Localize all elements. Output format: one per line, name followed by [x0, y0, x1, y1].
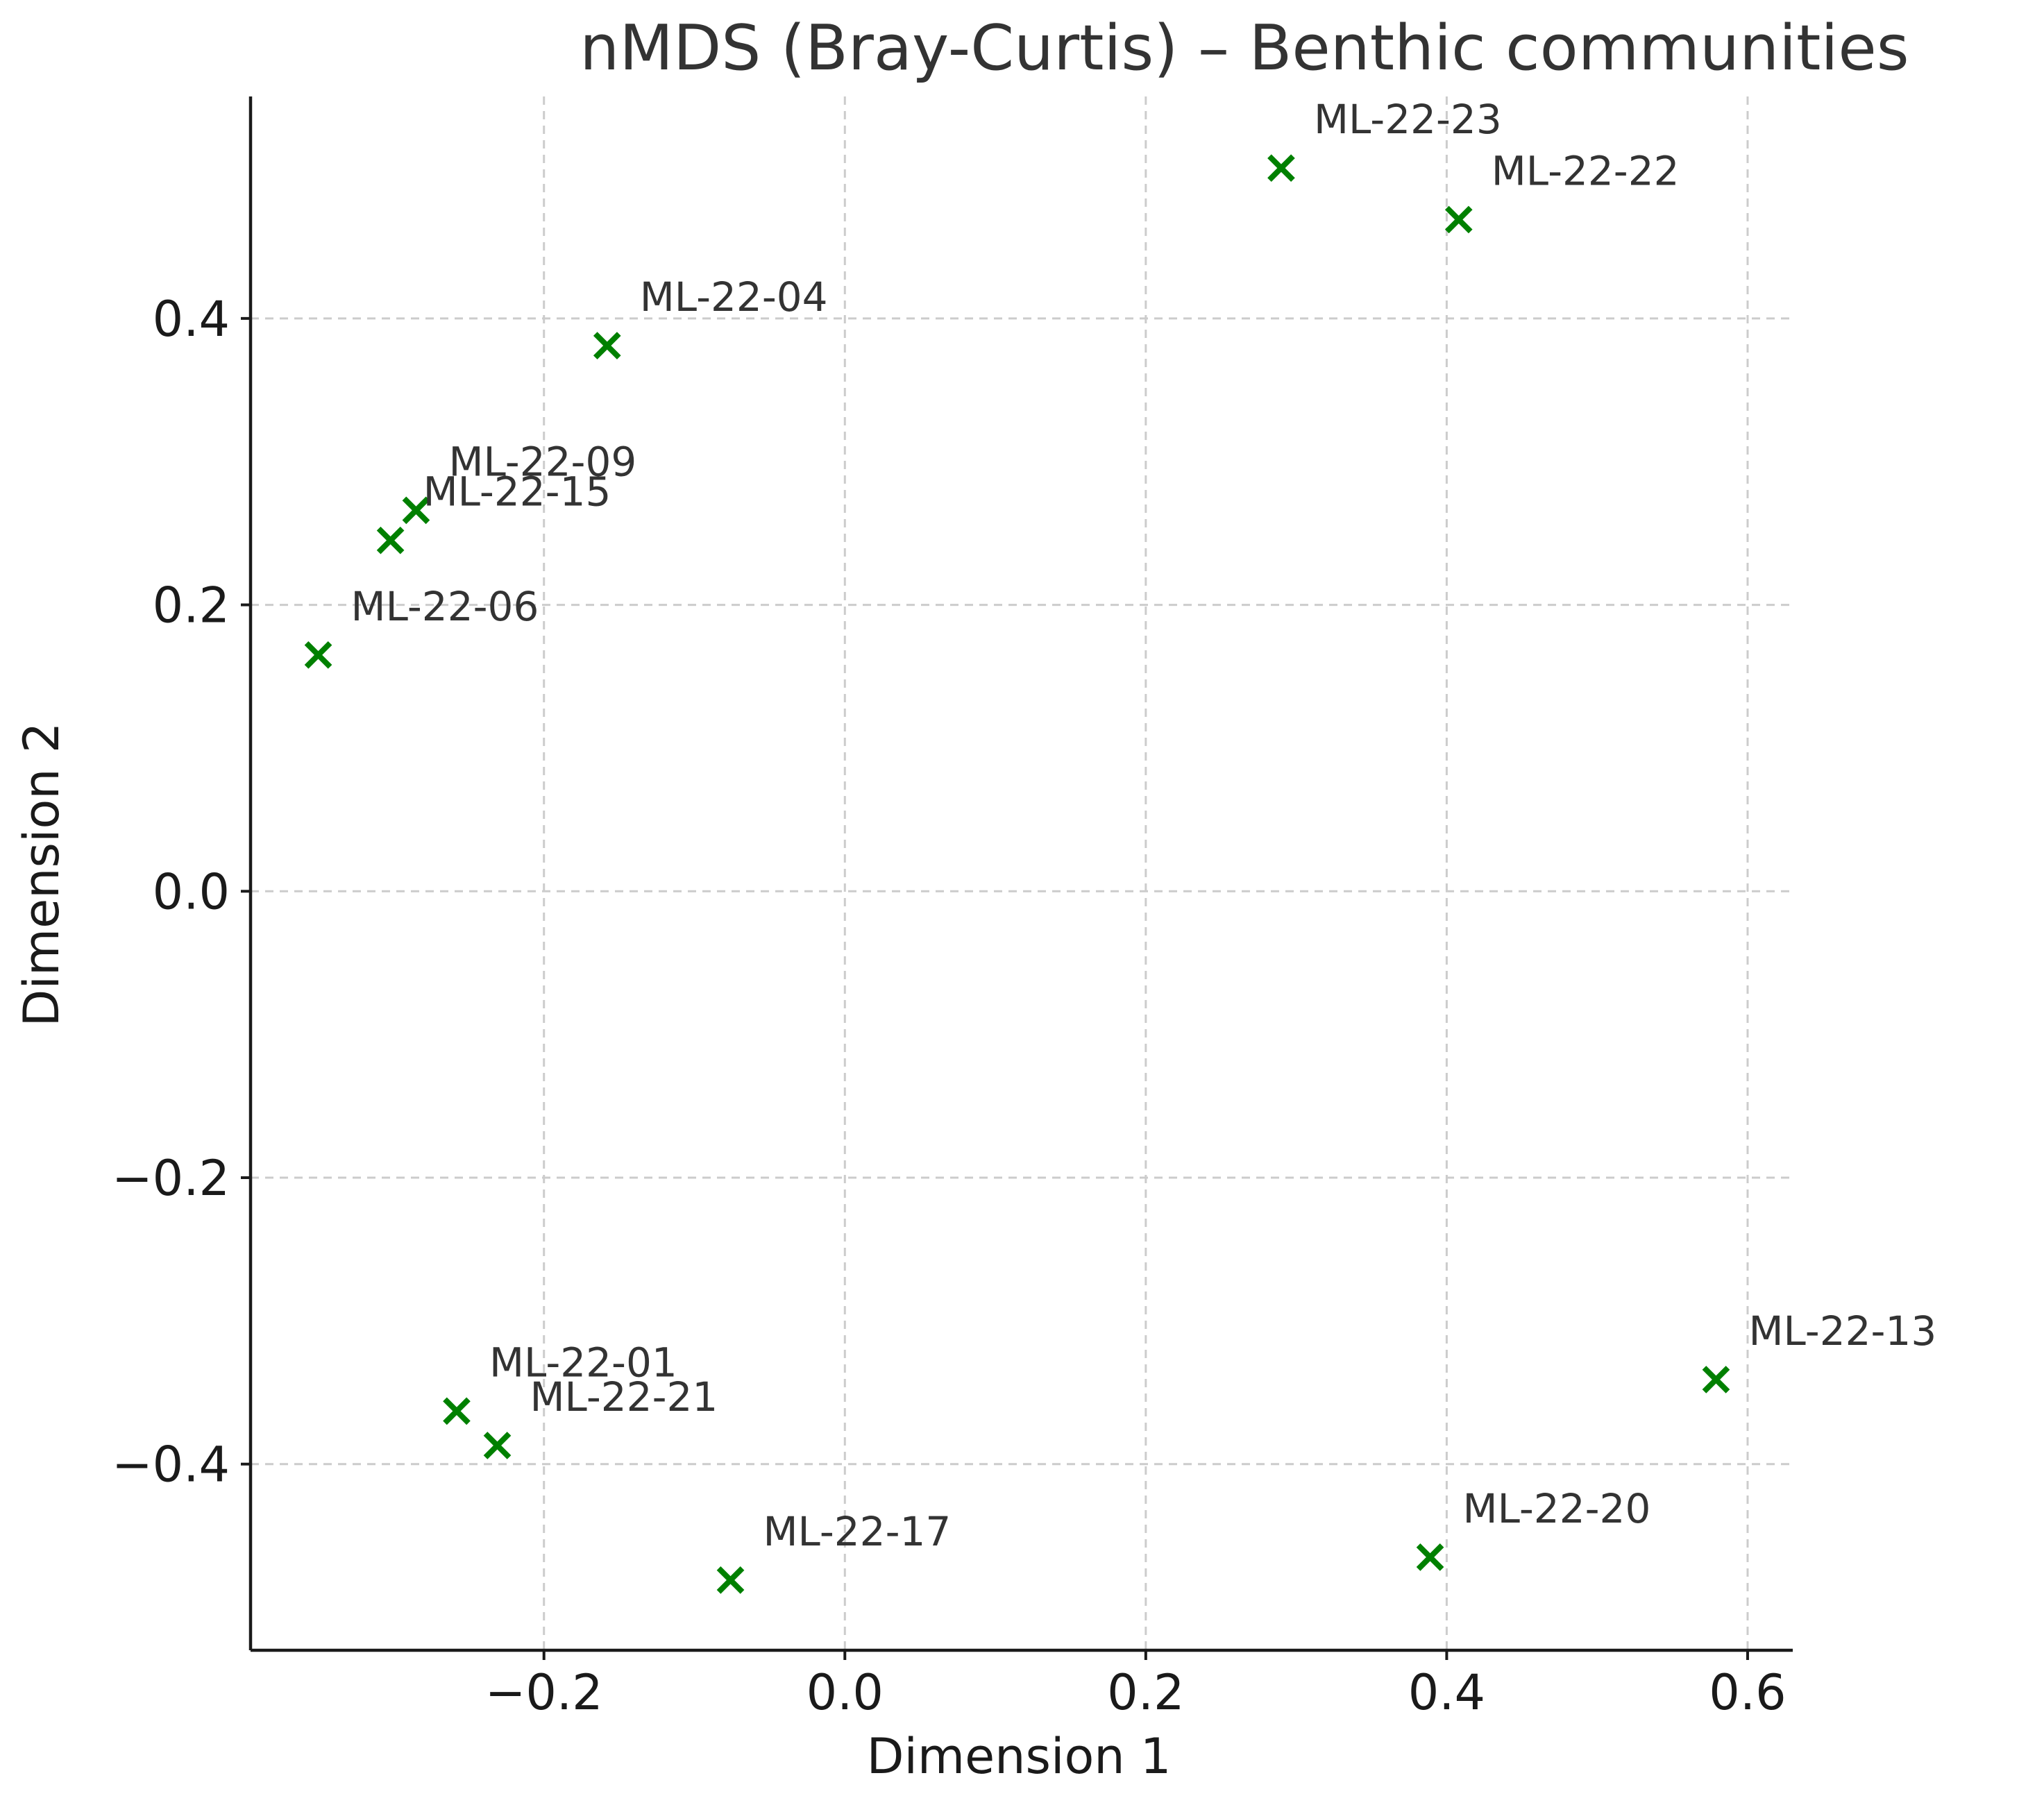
- x-tick-label: 0.0: [806, 1664, 884, 1721]
- grid-lines: [251, 96, 1793, 1650]
- x-tick-label: −0.2: [485, 1664, 603, 1721]
- x-marker-stroke: [483, 1432, 512, 1459]
- point-label: ML-22-15: [423, 468, 611, 516]
- point-label: ML-22-20: [1463, 1485, 1651, 1532]
- data-point: [716, 1566, 745, 1594]
- data-point: [1444, 205, 1473, 234]
- y-tick-label: 0.0: [153, 863, 230, 920]
- data-point: [1267, 154, 1295, 183]
- x-tick-label: 0.2: [1107, 1664, 1184, 1721]
- point-label: ML-22-17: [763, 1508, 952, 1555]
- data-point: [593, 332, 621, 359]
- y-tick-label: 0.4: [153, 291, 230, 348]
- point-label: ML-22-01: [489, 1339, 677, 1386]
- y-axis-label: Dimension 2: [13, 722, 70, 1027]
- chart-title: nMDS (Bray-Curtis) – Benthic communities: [580, 12, 1909, 85]
- x-marker-stroke: [443, 1397, 471, 1425]
- x-marker-stroke: [402, 496, 430, 525]
- data-point: [304, 641, 332, 669]
- y-tick-label: −0.4: [112, 1437, 230, 1493]
- y-tick-label: 0.2: [153, 577, 230, 634]
- data-point: [1702, 1366, 1730, 1393]
- point-label: ML-22-04: [640, 273, 828, 321]
- x-marker-stroke: [1444, 205, 1473, 234]
- data-point: [483, 1432, 512, 1459]
- point-label: ML-22-21: [530, 1373, 718, 1421]
- point-label: ML-22-22: [1492, 147, 1680, 194]
- x-marker-stroke: [716, 1566, 745, 1594]
- data-point: [376, 526, 405, 554]
- x-tick-label: 0.4: [1408, 1664, 1485, 1721]
- x-marker-stroke: [304, 641, 332, 669]
- ticks: −0.2 0.0 0.2 0.4 0.6 −0.4 −0.2 0.0 0.2 0.4: [112, 291, 1787, 1721]
- data-point: [443, 1397, 471, 1425]
- point-label: ML-22-23: [1314, 96, 1502, 143]
- axes: [248, 96, 1793, 1652]
- y-tick-label: −0.2: [112, 1150, 230, 1207]
- x-tick-label: 0.6: [1709, 1664, 1786, 1721]
- x-marker-stroke: [593, 332, 621, 359]
- x-marker-stroke: [1702, 1366, 1730, 1393]
- x-marker-stroke: [376, 526, 405, 554]
- point-label: ML-22-06: [351, 583, 539, 630]
- data-point: [1416, 1543, 1444, 1571]
- x-marker-stroke: [1416, 1543, 1444, 1571]
- data-point: [402, 496, 430, 525]
- point-label: ML-22-09: [448, 438, 636, 485]
- x-axis-label: Dimension 1: [867, 1728, 1172, 1785]
- point-label: ML-22-13: [1748, 1307, 1936, 1355]
- x-marker-stroke: [1267, 154, 1295, 183]
